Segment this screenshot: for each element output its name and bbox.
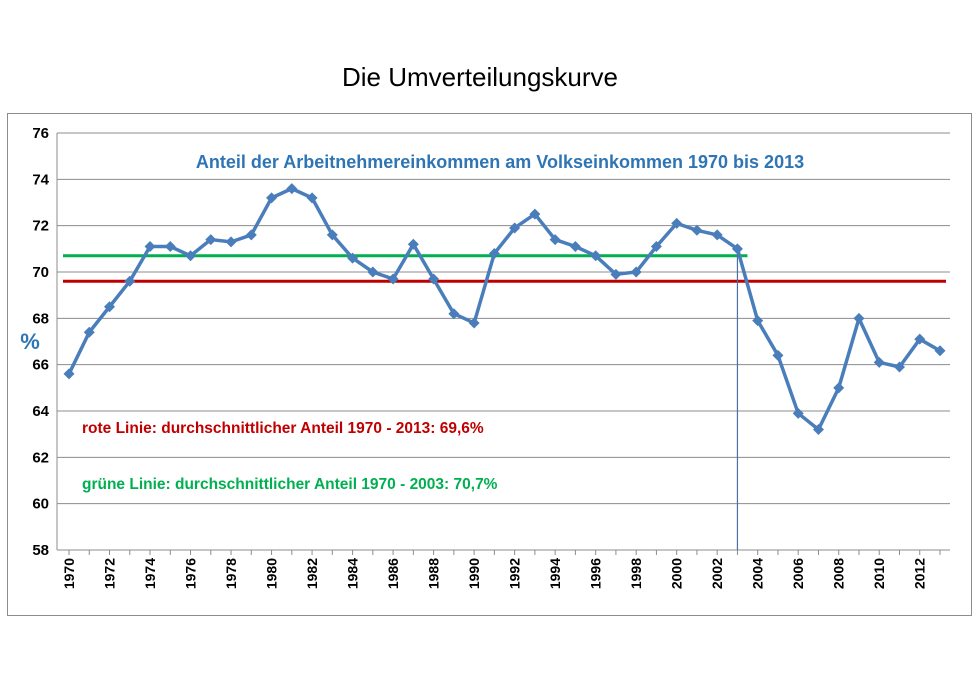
x-tick-label-1986: 1986 — [385, 558, 401, 589]
x-tick-label-2010: 2010 — [871, 558, 887, 589]
data-point-1972 — [104, 301, 116, 313]
data-point-1977 — [205, 234, 217, 246]
data-point-2005 — [772, 349, 784, 361]
series-line — [63, 183, 946, 436]
data-point-2008 — [833, 382, 845, 394]
data-point-1991 — [488, 247, 500, 259]
data-point-1995 — [569, 241, 581, 253]
data-point-2010 — [873, 356, 885, 368]
data-point-1974 — [144, 241, 156, 253]
data-point-1982 — [306, 192, 318, 204]
x-tick-label-1994: 1994 — [547, 558, 563, 589]
chart-title: Anteil der Arbeitnehmereinkommen am Volk… — [196, 152, 804, 172]
series-polyline — [67, 186, 941, 432]
page-title: Die Umverteilungskurve — [342, 62, 618, 92]
data-point-1996 — [590, 250, 602, 262]
data-point-1973 — [124, 275, 136, 287]
y-tick-label-60: 60 — [32, 496, 49, 513]
data-point-2013 — [934, 345, 946, 357]
x-tick-label-1996: 1996 — [588, 558, 604, 589]
x-tick-label-1980: 1980 — [264, 558, 280, 589]
data-point-1999 — [650, 241, 662, 253]
data-point-2006 — [792, 407, 804, 419]
green-line-note: grüne Linie: durchschnittlicher Anteil 1… — [82, 476, 498, 493]
y-tick-label-62: 62 — [32, 449, 49, 466]
data-point-1984 — [347, 252, 359, 264]
y-tick-label-68: 68 — [32, 310, 49, 327]
data-point-1990 — [468, 317, 480, 329]
reference-lines — [63, 248, 946, 550]
data-point-1979 — [245, 229, 257, 241]
chart-frame — [7, 113, 972, 616]
y-tick-label-66: 66 — [32, 357, 49, 374]
x-tick-label-2008: 2008 — [831, 558, 847, 589]
data-point-1993 — [529, 208, 541, 220]
y-tick-label-70: 70 — [32, 264, 49, 281]
y-axis-label: % — [20, 329, 40, 354]
x-tick-label-1992: 1992 — [507, 558, 523, 589]
data-point-1970 — [63, 368, 75, 380]
x-tick-label-2004: 2004 — [750, 558, 766, 589]
data-point-2003 — [731, 243, 743, 255]
data-point-1998 — [630, 266, 642, 278]
y-tick-label-64: 64 — [32, 403, 49, 420]
red-line-note: rote Linie: durchschnittlicher Anteil 19… — [82, 420, 484, 437]
data-point-1992 — [509, 222, 521, 234]
axis-labels: 58 60 62 64 66 68 70 72 74 76 1970 1972 1974 1976 1978… — [32, 125, 927, 589]
x-tick-label-1998: 1998 — [628, 558, 644, 589]
data-point-1980 — [266, 192, 278, 204]
x-tick-label-1988: 1988 — [426, 558, 442, 589]
data-point-2001 — [691, 224, 703, 236]
data-point-1975 — [164, 241, 176, 253]
x-tick-label-1972: 1972 — [102, 558, 118, 589]
x-tick-label-1976: 1976 — [183, 558, 199, 589]
x-tick-label-2006: 2006 — [790, 558, 806, 589]
data-point-1994 — [549, 234, 561, 246]
data-point-1978 — [225, 236, 237, 248]
data-point-2012 — [914, 333, 926, 345]
y-tick-label-76: 76 — [32, 125, 49, 142]
data-point-2002 — [711, 229, 723, 241]
data-point-2009 — [853, 312, 865, 324]
data-point-1976 — [185, 250, 197, 262]
data-point-1988 — [428, 273, 440, 285]
data-point-1971 — [83, 326, 95, 338]
data-point-1981 — [286, 183, 298, 195]
x-tick-label-1974: 1974 — [142, 558, 158, 589]
y-tick-label-72: 72 — [32, 218, 49, 235]
x-tick-label-1984: 1984 — [345, 558, 361, 589]
x-tick-label-1990: 1990 — [466, 558, 482, 589]
x-tick-label-2012: 2012 — [912, 558, 928, 589]
data-point-2011 — [893, 361, 905, 373]
data-point-1986 — [387, 273, 399, 285]
data-point-2000 — [671, 217, 683, 229]
data-point-1983 — [326, 229, 338, 241]
x-tick-label-1970: 1970 — [61, 558, 77, 589]
data-point-1985 — [367, 266, 379, 278]
data-point-1997 — [610, 268, 622, 280]
x-tick-label-2000: 2000 — [669, 558, 685, 589]
y-tick-label-58: 58 — [32, 542, 49, 559]
data-point-2004 — [752, 315, 764, 327]
x-tick-label-1982: 1982 — [304, 558, 320, 589]
data-point-1989 — [448, 308, 460, 320]
axes — [56, 133, 950, 555]
x-tick-label-1978: 1978 — [223, 558, 239, 589]
y-tick-label-74: 74 — [32, 171, 49, 188]
x-tick-label-2002: 2002 — [709, 558, 725, 589]
data-point-1987 — [407, 238, 419, 250]
data-point-2007 — [812, 424, 824, 436]
